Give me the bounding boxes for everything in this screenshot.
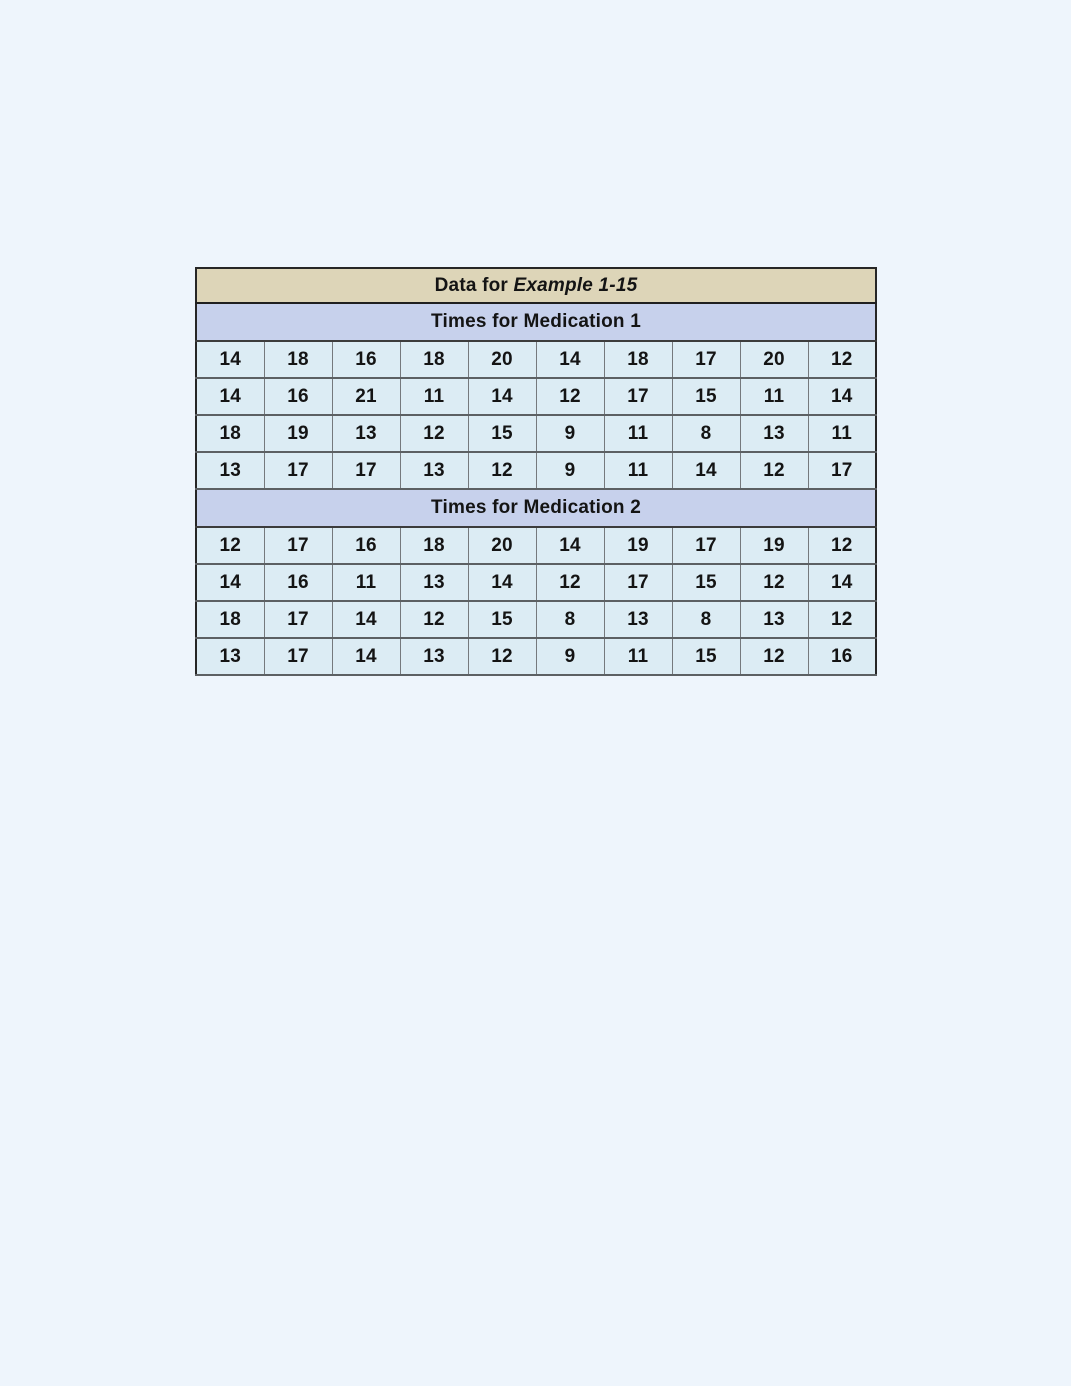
table-cell: 9 [535,451,605,490]
table-cell: 17 [263,637,333,676]
table-cell: 20 [739,340,809,379]
table-cell: 17 [603,563,673,602]
table-cell: 8 [671,414,741,453]
table-cell: 13 [739,414,809,453]
table-cell: 14 [331,600,401,639]
table-cell: 18 [603,340,673,379]
table-cell: 11 [399,377,469,416]
table-cell: 14 [535,340,605,379]
table-cell: 19 [739,526,809,565]
table-cell: 13 [399,637,469,676]
table-cell: 15 [467,600,537,639]
table-title-row: Data for Example 1-15 [196,268,876,304]
table-row: 14 18 16 18 20 14 18 17 20 12 [195,340,877,379]
table-cell: 12 [739,451,809,490]
table-cell: 13 [195,637,265,676]
table-cell: 17 [671,526,741,565]
section-header: Times for Medication 2 [196,488,876,528]
table-cell: 17 [331,451,401,490]
table-cell: 14 [195,340,265,379]
table-cell: 17 [263,526,333,565]
table-cell: 11 [603,451,673,490]
table-cell: 18 [263,340,333,379]
section-header-row: Times for Medication 1 [196,302,876,342]
table-cell: 17 [671,340,741,379]
table-cell: 14 [331,637,401,676]
data-table-container: Data for Example 1-15 Times for Medicati… [195,267,877,676]
table-cell: 14 [467,377,537,416]
table-cell: 12 [807,340,877,379]
table-cell: 16 [331,526,401,565]
table-cell: 12 [467,637,537,676]
table-cell: 18 [399,526,469,565]
table-cell: 13 [331,414,401,453]
table-cell: 8 [671,600,741,639]
table-cell: 19 [263,414,333,453]
table-cell: 14 [467,563,537,602]
table-cell: 14 [195,377,265,416]
table-cell: 20 [467,526,537,565]
table-cell: 16 [263,563,333,602]
table-cell: 15 [671,377,741,416]
table-title: Data for Example 1-15 [196,268,876,304]
table-cell: 17 [263,600,333,639]
table-cell: 21 [331,377,401,416]
table-cell: 13 [399,563,469,602]
table-cell: 18 [399,340,469,379]
table-cell: 9 [535,637,605,676]
table-cell: 12 [399,414,469,453]
table-cell: 14 [807,377,877,416]
table-cell: 11 [807,414,877,453]
table-cell: 19 [603,526,673,565]
table-cell: 12 [195,526,265,565]
table-row: 18 17 14 12 15 8 13 8 13 12 [195,600,877,639]
table-cell: 15 [467,414,537,453]
table-cell: 14 [671,451,741,490]
table-cell: 14 [535,526,605,565]
table-cell: 12 [535,563,605,602]
table-cell: 20 [467,340,537,379]
table-cell: 16 [807,637,877,676]
table-row: 13 17 14 13 12 9 11 15 12 16 [195,637,877,676]
table-cell: 17 [807,451,877,490]
table-cell: 15 [671,563,741,602]
table-cell: 11 [603,637,673,676]
table-cell: 17 [603,377,673,416]
table-cell: 12 [399,600,469,639]
section-header: Times for Medication 1 [196,302,876,342]
table-cell: 12 [807,526,877,565]
table-cell: 13 [603,600,673,639]
table-cell: 17 [263,451,333,490]
table-row: 12 17 16 18 20 14 19 17 19 12 [195,526,877,565]
table-cell: 11 [603,414,673,453]
section-header-row: Times for Medication 2 [196,488,876,528]
table-cell: 13 [739,600,809,639]
table-title-prefix: Data for [434,274,514,296]
table-cell: 18 [195,414,265,453]
table-cell: 11 [739,377,809,416]
table-cell: 18 [195,600,265,639]
table-row: 13 17 17 13 12 9 11 14 12 17 [195,451,877,490]
table-cell: 15 [671,637,741,676]
table-cell: 8 [535,600,605,639]
table-cell: 12 [535,377,605,416]
table-cell: 12 [739,563,809,602]
table-cell: 11 [331,563,401,602]
table-row: 18 19 13 12 15 9 11 8 13 11 [195,414,877,453]
table-cell: 12 [467,451,537,490]
table-cell: 14 [807,563,877,602]
table-cell: 12 [807,600,877,639]
table-cell: 13 [195,451,265,490]
table-cell: 12 [739,637,809,676]
table-cell: 14 [195,563,265,602]
table-cell: 9 [535,414,605,453]
table-title-example-label: Example 1-15 [513,274,638,296]
table-cell: 16 [331,340,401,379]
table-row: 14 16 21 11 14 12 17 15 11 14 [195,377,877,416]
table-row: 14 16 11 13 14 12 17 15 12 14 [195,563,877,602]
table-cell: 16 [263,377,333,416]
table-cell: 13 [399,451,469,490]
data-table: Data for Example 1-15 Times for Medicati… [195,267,877,676]
